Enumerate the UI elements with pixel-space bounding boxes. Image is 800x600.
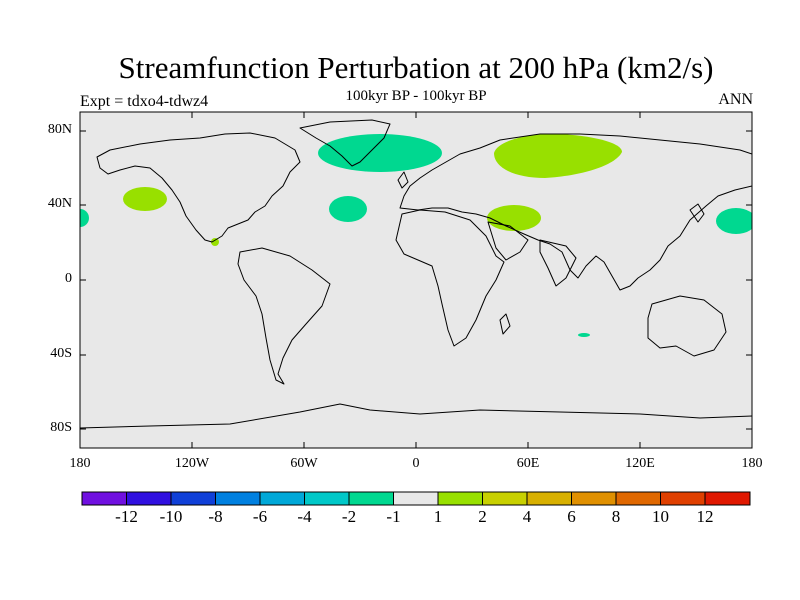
colorbar-label: -4 [297,507,312,526]
lat-label-40n: 40N [47,196,72,211]
coast-japan [689,203,705,223]
colorbar-box-14 [660,492,705,505]
lon-label-180e: 180 [741,456,763,471]
colorbar-label: 4 [522,507,532,526]
colorbar-box-11 [527,492,572,505]
plot-title: Streamfunction Perturbation at 200 hPa (… [118,50,714,85]
coast-south-america [237,247,331,385]
colorbar-box-12 [571,492,616,505]
plot-subtitle: 100kyr BP - 100kyr BP [345,88,487,104]
colorbar-label: 10 [652,507,669,526]
colorbar-label: 12 [696,507,714,526]
coast-greenland [299,119,391,167]
colorbar-label: -8 [208,507,223,526]
colorbar-box-2 [126,492,171,505]
colorbar-label: 1 [433,507,443,526]
colorbar-label: 2 [478,507,487,526]
colorbar-label: 8 [611,507,621,526]
anomaly-layer [80,133,752,337]
anomaly-south-indian-ocean [578,333,590,337]
coast-antarctica [80,403,752,429]
lat-label-40s: 40S [50,346,72,361]
colorbar [81,491,751,506]
colorbar-box-3 [171,492,216,505]
colorbar-label: 6 [567,507,576,526]
colorbar-label: -10 [159,507,183,526]
colorbar-label: -1 [386,507,401,526]
season-label: ANN [718,91,753,108]
coast-north-america [96,132,301,243]
anomaly-central-america [211,238,219,246]
lat-label-80s: 80S [50,420,72,435]
coast-arabia [487,221,529,261]
lat-label-eq: 0 [65,271,72,286]
lon-label-60w: 60W [290,456,318,471]
anomaly-north-pacific [123,187,167,211]
colorbar-label: -12 [115,507,138,526]
colorbar-box-8 [393,492,438,505]
anomaly-west-siberia [494,133,622,178]
colorbar-box-13 [616,492,661,505]
colorbar-box-1 [82,492,127,505]
anomaly-west-pacific-edge [80,209,89,227]
experiment-label: Expt = tdxo4-tdwz4 [80,93,209,110]
colorbar-box-6 [304,492,349,505]
coast-uk [397,171,409,189]
anomaly-north-atlantic-greenland [318,134,442,172]
colorbar-box-15 [705,492,750,505]
lon-label-120e: 120E [625,456,655,471]
coast-africa [395,209,505,347]
colorbar-box-10 [482,492,527,505]
anomaly-middle-east [487,205,541,231]
colorbar-label: -6 [252,507,268,526]
colorbar-label: -2 [341,507,357,526]
colorbar-box-4 [215,492,260,505]
colorbar-box-7 [349,492,394,505]
colorbar-box-9 [438,492,483,505]
lon-label-180w: 180 [69,456,91,471]
coast-australia [647,295,727,357]
anomaly-mid-atlantic [329,196,367,222]
coast-madagascar [499,313,511,335]
coastlines [80,119,752,429]
colorbar-box-5 [260,492,305,505]
coast-india [539,239,577,287]
lat-label-80n: 80N [47,122,72,137]
anomaly-east-pacific-edge [716,208,752,234]
lon-label-0: 0 [412,456,420,471]
map-ticks [80,112,752,448]
lon-label-120w: 120W [174,456,210,471]
lon-label-60e: 60E [516,456,540,471]
